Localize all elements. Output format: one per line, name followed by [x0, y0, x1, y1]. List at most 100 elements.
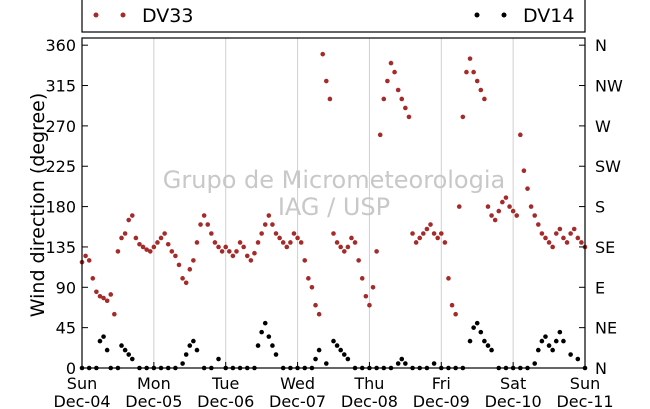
point-dv33	[453, 311, 458, 317]
point-dv33	[284, 244, 290, 250]
point-dv33	[94, 289, 99, 295]
point-dv33	[180, 276, 185, 281]
y-tick-label: 90	[56, 278, 76, 297]
point-dv14	[126, 352, 132, 357]
point-dv33	[496, 208, 502, 214]
point-dv33	[198, 222, 203, 227]
point-dv33	[101, 295, 106, 301]
point-dv14	[345, 356, 351, 362]
point-dv33	[334, 240, 340, 245]
point-dv14	[313, 356, 318, 362]
right-tick-label: S	[595, 198, 605, 217]
point-dv33	[403, 105, 408, 111]
point-dv33	[507, 204, 512, 209]
x-tick-label-date: Dec-06	[197, 392, 254, 409]
point-dv33	[194, 240, 200, 245]
point-dv33	[446, 276, 451, 281]
point-dv14	[575, 356, 581, 362]
point-dv33	[489, 213, 494, 218]
point-dv14	[259, 329, 264, 335]
watermark-line-1: Grupo de Micrometeorologia	[163, 166, 505, 194]
point-dv14	[191, 338, 196, 344]
point-dv33	[244, 253, 250, 259]
point-dv33	[428, 222, 433, 227]
legend-marker-dv33	[93, 12, 99, 18]
point-dv33	[176, 262, 182, 268]
point-dv33	[151, 244, 157, 250]
point-dv14	[334, 343, 340, 348]
point-dv33	[449, 302, 455, 308]
y-tick-label: 135	[45, 238, 76, 257]
point-dv33	[435, 235, 440, 241]
y-axis-label: Wind direction (degree)	[27, 93, 49, 318]
point-dv14	[395, 361, 401, 366]
point-dv33	[514, 213, 520, 218]
point-dv33	[155, 240, 160, 245]
point-dv14	[550, 347, 555, 353]
point-dv33	[313, 302, 318, 308]
point-dv33	[564, 240, 570, 245]
point-dv33	[183, 280, 189, 286]
point-dv33	[112, 311, 117, 317]
point-dv33	[302, 258, 308, 263]
point-dv33	[252, 250, 257, 256]
point-dv33	[83, 253, 88, 259]
point-dv33	[227, 249, 232, 254]
y-tick-label: 270	[45, 117, 76, 136]
x-tick-label-date: Dec-10	[485, 392, 542, 409]
point-dv33	[90, 276, 96, 281]
point-dv14	[266, 334, 272, 339]
point-dv33	[460, 114, 466, 120]
legend-label-dv14: DV14	[523, 5, 574, 27]
point-dv14	[482, 338, 487, 344]
point-dv14	[539, 338, 545, 344]
point-dv33	[144, 247, 149, 252]
point-dv33	[561, 235, 566, 241]
watermark: Grupo de Micrometeorologia IAG / USP	[163, 166, 505, 221]
point-dv33	[528, 204, 534, 209]
y-tick-label: 225	[45, 157, 76, 176]
point-dv14	[341, 352, 347, 357]
point-dv33	[205, 222, 211, 227]
point-dv33	[316, 311, 322, 317]
x-tick-label-day: Sat	[500, 374, 526, 393]
right-tick-label: N	[595, 359, 607, 378]
legend-marker-dv14	[501, 12, 507, 18]
point-dv14	[97, 338, 103, 344]
point-dv33	[424, 226, 430, 232]
point-dv33	[259, 231, 264, 236]
point-dv33	[201, 213, 207, 218]
point-dv33	[273, 231, 279, 236]
point-dv33	[291, 231, 297, 236]
right-tick-label: SW	[595, 157, 621, 176]
point-dv33	[298, 240, 304, 245]
point-dv33	[395, 87, 401, 93]
point-dv33	[162, 231, 167, 236]
point-dv33	[248, 258, 254, 263]
point-dv14	[122, 347, 128, 353]
point-dv14	[104, 347, 110, 353]
point-dv33	[169, 249, 175, 254]
point-dv33	[327, 96, 333, 102]
point-dv14	[471, 325, 476, 330]
legend-marker-dv14	[474, 12, 480, 18]
point-dv33	[525, 186, 530, 191]
legend: DV33 DV14	[81, 0, 586, 33]
watermark-line-2: IAG / USP	[278, 193, 390, 221]
point-dv33	[349, 235, 354, 241]
point-dv14	[532, 361, 537, 366]
x-tick-label-day: Mon	[137, 374, 171, 393]
point-dv33	[309, 284, 315, 290]
point-dv33	[345, 244, 351, 250]
x-tick-label-day: Thu	[353, 374, 384, 393]
point-dv14	[543, 334, 548, 339]
y-tick-label: 45	[56, 319, 76, 338]
point-dv33	[478, 87, 484, 93]
point-dv33	[147, 249, 153, 254]
point-dv33	[518, 132, 523, 138]
point-dv33	[108, 292, 114, 297]
point-dv14	[187, 343, 193, 348]
point-dv33	[370, 284, 376, 290]
point-dv14	[568, 352, 573, 357]
point-dv14	[119, 343, 124, 348]
